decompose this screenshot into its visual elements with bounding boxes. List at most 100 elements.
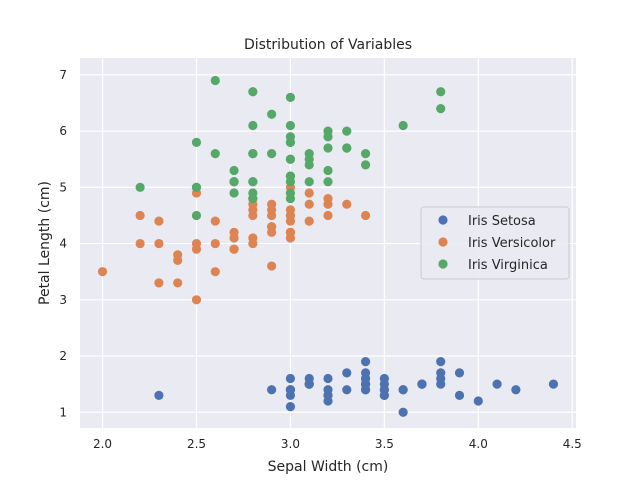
x-tick-label: 4.5 <box>563 437 582 451</box>
data-point <box>285 137 296 147</box>
data-point <box>398 407 408 417</box>
y-tick-label: 5 <box>59 180 67 194</box>
data-point <box>173 255 183 266</box>
data-point <box>304 379 314 389</box>
data-point <box>285 385 296 395</box>
data-point <box>360 210 371 221</box>
data-point <box>154 390 164 400</box>
x-axis-label: Sepal Width (cm) <box>268 459 389 475</box>
legend-marker <box>438 259 448 269</box>
x-tick-labels: 2.0 2.5 3.0 3.5 4.0 4.5 <box>93 437 582 451</box>
data-point <box>229 165 239 176</box>
data-point <box>191 182 202 192</box>
data-point <box>323 193 333 204</box>
data-point <box>229 188 239 198</box>
series-1 <box>97 177 371 305</box>
data-point <box>191 210 202 221</box>
data-point <box>285 205 296 215</box>
data-point <box>379 373 389 384</box>
data-point <box>473 396 483 406</box>
y-tick-label: 2 <box>59 349 67 363</box>
data-point <box>267 385 277 395</box>
data-point <box>304 216 314 226</box>
data-point <box>210 75 220 86</box>
data-point <box>210 238 220 249</box>
data-point <box>154 278 164 288</box>
data-point <box>398 385 408 395</box>
data-point <box>436 87 446 97</box>
data-point <box>304 160 314 170</box>
data-point <box>323 132 333 142</box>
data-point <box>210 148 220 159</box>
data-point <box>285 177 296 187</box>
legend-label: Iris Virginica <box>468 258 548 273</box>
data-point <box>285 373 296 384</box>
data-point <box>267 148 277 159</box>
data-point <box>511 385 521 395</box>
data-point <box>191 137 202 147</box>
data-point <box>229 177 239 187</box>
data-point <box>342 368 352 378</box>
y-axis-label: Petal Length (cm) <box>37 181 53 305</box>
data-point <box>379 390 389 400</box>
legend-marker <box>438 215 448 225</box>
data-point <box>154 238 164 249</box>
data-point <box>248 87 258 97</box>
data-point <box>191 295 202 305</box>
data-point <box>360 160 371 170</box>
data-points <box>97 75 559 417</box>
data-point <box>248 120 258 131</box>
y-tick-label: 7 <box>59 68 67 82</box>
data-point <box>342 385 352 395</box>
data-point <box>191 238 202 249</box>
data-point <box>135 182 145 192</box>
data-point <box>323 210 333 221</box>
data-point <box>135 210 145 221</box>
data-point <box>417 379 427 389</box>
x-tick-label: 2.0 <box>93 437 112 451</box>
data-point <box>323 385 333 395</box>
data-point <box>285 402 296 412</box>
data-point <box>210 267 220 277</box>
data-point <box>248 193 258 204</box>
x-tick-label: 4.0 <box>469 437 488 451</box>
y-tick-label: 6 <box>59 124 67 138</box>
x-tick-label: 3.5 <box>375 437 394 451</box>
legend-box <box>420 206 570 280</box>
legend-label: Iris Setosa <box>468 214 536 229</box>
data-point <box>436 373 446 384</box>
y-tick-label: 3 <box>59 293 67 307</box>
data-point <box>360 357 371 367</box>
chart-title: Distribution of Variables <box>244 37 412 53</box>
data-point <box>436 104 446 114</box>
series-2 <box>135 75 446 221</box>
data-point <box>323 373 333 384</box>
data-point <box>548 379 559 389</box>
legend-marker <box>438 237 448 247</box>
legend-label: Iris Versicolor <box>468 236 556 251</box>
data-point <box>267 222 277 232</box>
data-point <box>229 227 239 237</box>
data-point <box>285 154 296 164</box>
data-point <box>323 177 333 187</box>
data-point <box>323 143 333 153</box>
data-point <box>492 379 502 389</box>
data-point <box>285 227 296 237</box>
data-point <box>154 216 164 226</box>
data-point <box>267 261 277 271</box>
data-point <box>229 244 239 254</box>
data-point <box>454 368 465 378</box>
data-point <box>304 148 314 159</box>
data-point <box>267 109 277 119</box>
data-point <box>342 199 352 209</box>
data-point <box>323 165 333 176</box>
data-point <box>304 188 314 198</box>
data-point <box>285 92 296 102</box>
data-point <box>436 357 446 367</box>
data-point <box>304 199 314 209</box>
y-tick-label: 1 <box>59 405 67 419</box>
data-point <box>248 148 258 159</box>
data-point <box>248 177 258 187</box>
data-point <box>210 216 220 226</box>
x-tick-label: 2.5 <box>187 437 206 451</box>
